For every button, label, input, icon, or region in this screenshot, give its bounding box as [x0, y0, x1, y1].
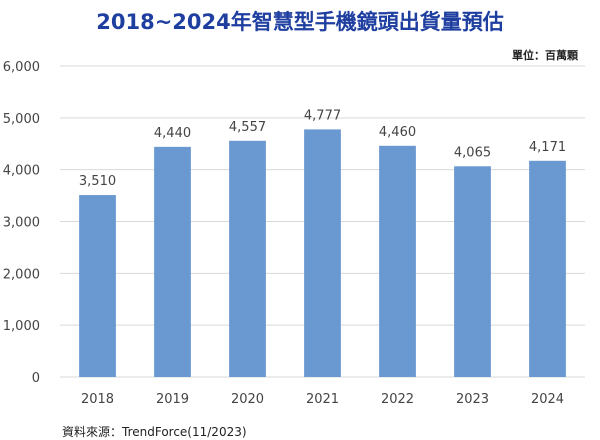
source-note: 資料來源：TrendForce(11/2023)	[62, 425, 247, 439]
data-label: 4,557	[229, 120, 266, 135]
y-tick-label: 4,000	[3, 164, 40, 179]
x-tick-label: 2020	[231, 392, 264, 407]
bar	[154, 146, 191, 377]
y-tick-label: 3,000	[3, 216, 40, 231]
bar	[229, 140, 266, 377]
data-label: 4,777	[304, 108, 341, 123]
x-tick-label: 2018	[81, 392, 114, 407]
unit-note: 單位：百萬顆	[512, 49, 578, 62]
data-label: 4,440	[154, 126, 191, 141]
data-label: 4,171	[529, 140, 566, 155]
y-tick-label: 0	[32, 371, 40, 386]
y-tick-label: 5,000	[3, 112, 40, 127]
y-tick-label: 1,000	[3, 319, 40, 334]
chart-title: 2018~2024年智慧型手機鏡頭出貨量預估	[96, 10, 504, 34]
y-tick-label: 2,000	[3, 267, 40, 282]
y-tick-label: 6,000	[3, 60, 40, 75]
data-label: 4,460	[379, 125, 416, 140]
x-tick-label: 2022	[381, 392, 414, 407]
data-label: 4,065	[454, 145, 491, 160]
bar	[304, 129, 341, 377]
bar	[379, 145, 416, 377]
bar	[79, 195, 116, 377]
x-tick-label: 2021	[306, 392, 339, 407]
x-tick-label: 2019	[156, 392, 189, 407]
bar	[529, 160, 566, 377]
data-label: 3,510	[79, 174, 116, 189]
bar	[454, 166, 491, 377]
x-tick-label: 2024	[531, 392, 564, 407]
x-tick-label: 2023	[456, 392, 489, 407]
